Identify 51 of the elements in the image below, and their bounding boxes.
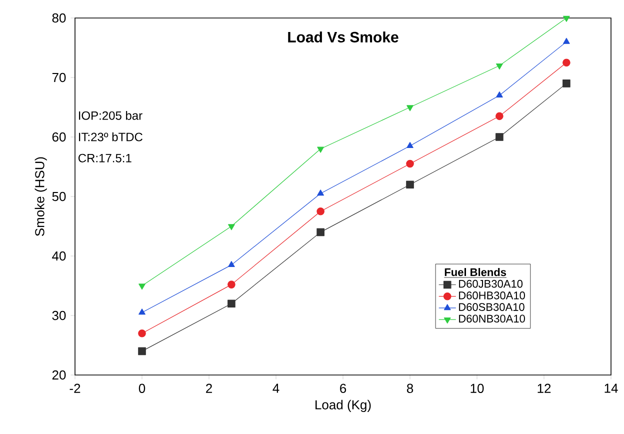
y-tick-label: 50 (52, 192, 66, 202)
annotation: IOP:205 bar (78, 111, 142, 120)
point (138, 308, 146, 315)
y-tick-label: 20 (52, 370, 66, 380)
x-tick-label: 8 (406, 384, 414, 393)
x-tick-label: 2 (206, 384, 212, 393)
point (562, 80, 570, 88)
point (406, 160, 414, 168)
y-tick-label: 60 (52, 132, 66, 142)
point (317, 190, 324, 196)
x-axis-title: Load (Kg) (316, 400, 371, 412)
legend-label: D60NB30A10 (459, 314, 525, 323)
x-tick-label: 4 (272, 384, 280, 393)
x-tick-label: -2 (70, 384, 80, 393)
point (317, 146, 324, 153)
x-tick-label: 0 (138, 384, 146, 393)
point (138, 284, 146, 290)
point (138, 329, 146, 338)
point (228, 280, 236, 288)
annotation: IT:23º bTDC (78, 132, 142, 142)
legend-label: D60SB30A10 (459, 303, 524, 311)
point (496, 91, 503, 98)
point (228, 300, 236, 308)
point (316, 228, 324, 236)
legend-label: D60JB30A10 (459, 280, 523, 288)
x-tick-label: 14 (604, 384, 618, 393)
text: Load Vs Smoke (288, 31, 398, 42)
y-tick-label: 80 (52, 13, 66, 23)
point (138, 347, 146, 356)
point (228, 261, 235, 268)
y-tick-label: 70 (52, 72, 66, 82)
y-tick-label: 40 (52, 251, 66, 261)
point (563, 16, 570, 22)
legend-label: D60HB30A10 (459, 292, 525, 300)
point (496, 133, 504, 141)
point (406, 180, 414, 188)
point (406, 142, 414, 148)
point (496, 63, 503, 70)
x-tick-label: 6 (340, 384, 346, 393)
legend-title: Fuel Blends (444, 268, 506, 276)
point (406, 105, 414, 112)
annotation: CR:17.5:1 (78, 154, 132, 162)
y-tick-label: 30 (52, 310, 66, 320)
x-tick-label: 12 (538, 384, 551, 393)
point (496, 112, 504, 120)
y-axis-title: Smoke (HSU) (34, 157, 47, 236)
point (228, 224, 235, 230)
point (563, 38, 570, 44)
x-tick-label: 10 (470, 384, 484, 393)
point (316, 207, 324, 216)
point (562, 58, 570, 67)
